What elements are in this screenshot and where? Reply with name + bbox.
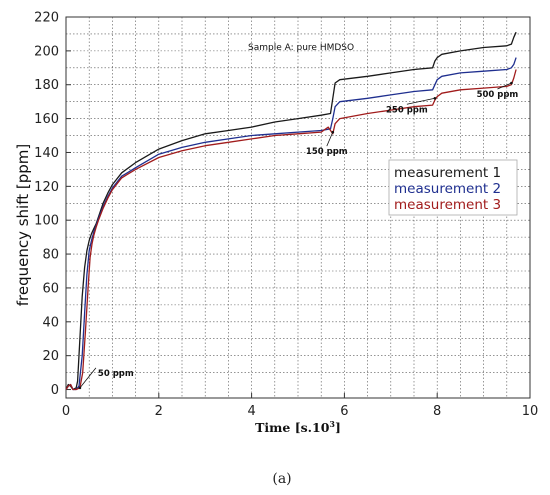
series-line-2 <box>65 57 517 391</box>
annotation-arrow <box>406 97 435 105</box>
x-tick-label: 0 <box>62 404 70 419</box>
x-axis-title-main: Time [s.10 <box>255 420 330 435</box>
annotation-arrowhead <box>510 81 513 85</box>
annotation-arrowhead <box>331 130 335 134</box>
y-tick-label: 40 <box>42 315 59 330</box>
x-tick-label: 2 <box>155 404 163 419</box>
y-tick-label: 220 <box>34 11 59 26</box>
x-tick-label: 6 <box>340 404 348 419</box>
annotation-label: 50 ppm <box>98 369 134 379</box>
annotation-arrowhead <box>433 96 437 100</box>
series-layer <box>65 31 517 391</box>
annotation-arrow <box>326 131 334 147</box>
chart-title: Sample A: pure HMDSO <box>248 43 354 53</box>
y-axis-title: frequency shift [ppm] <box>14 144 32 307</box>
y-tick-label: 80 <box>42 248 59 263</box>
annotations: 50 ppm 150 ppm 250 ppm 500 ppm <box>78 81 519 390</box>
y-tick-label: 140 <box>34 146 59 161</box>
x-tick-label: 8 <box>433 404 441 419</box>
x-axis-title-close: ] <box>335 420 341 435</box>
series-line-1 <box>65 31 517 391</box>
y-tick-label: 0 <box>51 383 59 398</box>
x-tick-label: 10 <box>522 404 539 419</box>
x-axis-title-sup: 3 <box>329 419 335 429</box>
y-tick-label: 160 <box>34 112 59 127</box>
annotation-arrow <box>79 367 97 389</box>
x-axis-title: Time [s.103] <box>255 419 341 435</box>
annotation-arrowhead <box>78 386 82 390</box>
legend: measurement 1 measurement 2 measurement … <box>388 159 518 216</box>
legend-box <box>388 159 518 216</box>
annotation-label: 150 ppm <box>306 147 348 157</box>
figure-caption: (a) <box>272 471 291 487</box>
y-tick-label: 20 <box>42 349 59 364</box>
legend-entry-2: measurement 2 <box>394 181 501 197</box>
legend-entry-3: measurement 3 <box>394 197 501 213</box>
y-tick-label: 200 <box>34 44 59 59</box>
y-tick-label: 60 <box>42 281 59 296</box>
y-tick-label: 120 <box>34 180 59 195</box>
y-tick-label: 180 <box>34 78 59 93</box>
x-tick-label: 4 <box>247 404 255 419</box>
annotation-label: 500 ppm <box>477 90 519 100</box>
series-line-3 <box>65 69 517 391</box>
annotation-label: 250 ppm <box>386 105 428 115</box>
annotation-arrow <box>497 82 512 90</box>
y-tick-label: 100 <box>34 214 59 229</box>
legend-entry-1: measurement 1 <box>394 165 501 181</box>
plot-frame <box>65 16 531 399</box>
